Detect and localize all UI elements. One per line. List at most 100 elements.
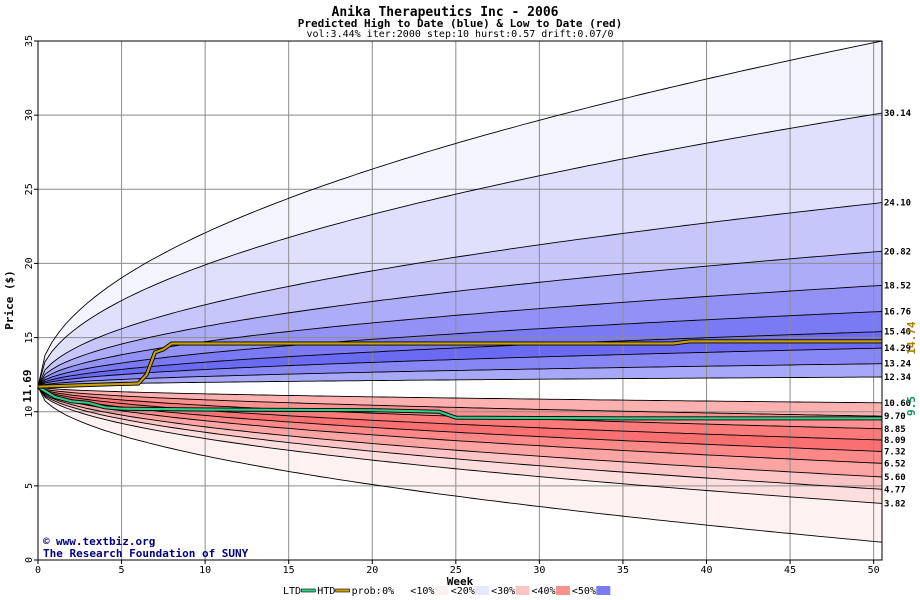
percentile-end-label: 8.09 — [884, 436, 906, 446]
x-tick-label: 0 — [35, 565, 41, 576]
percentile-end-label: 14.29 — [884, 344, 911, 354]
x-axis-ticks: 0 5 10 15 20 25 30 35 40 45 50 — [35, 560, 880, 576]
legend-prob-label: prob: — [352, 586, 382, 597]
start-price-label: 11.69 — [21, 369, 34, 402]
x-tick-label: 10 — [199, 565, 211, 576]
high-percentile-curve — [37, 363, 883, 388]
legend-prob-swatch — [596, 586, 611, 595]
legend-ltd-label: LTD — [283, 586, 301, 597]
percentile-end-label: 13.24 — [884, 360, 912, 370]
high-band — [38, 363, 882, 387]
low-percentile-curve — [37, 386, 883, 543]
legend-prob-item: <50% — [572, 586, 596, 597]
ltd-line — [37, 385, 882, 420]
ltd-end-label: 9.5 — [905, 396, 918, 416]
y-tick-label: 30 — [24, 109, 35, 121]
credit-url: www.textbiz.org — [56, 535, 155, 548]
y-tick-label: 15 — [24, 332, 35, 344]
copyright-icon: © — [43, 535, 50, 548]
percentile-end-label: 7.32 — [884, 448, 906, 458]
y-tick-label: 10 — [24, 406, 35, 418]
low-percentile-curve — [37, 386, 883, 478]
x-tick-label: 40 — [700, 565, 712, 576]
high-percentile-curve — [37, 311, 883, 388]
high-percentile-curve — [37, 202, 883, 387]
htd-line — [37, 340, 882, 388]
percentile-end-label: 16.76 — [884, 308, 911, 318]
low-band — [38, 386, 882, 543]
high-percentile-curve — [37, 376, 883, 388]
percentile-end-label: 4.77 — [884, 485, 906, 495]
y-axis-label: Price ($) — [3, 270, 16, 330]
high-band — [38, 251, 882, 387]
legend-prob-item: <30% — [491, 586, 515, 597]
legend-prob-item: <40% — [532, 586, 556, 597]
probability-bands — [38, 41, 882, 560]
y-axis-ticks: 0 5 10 15 20 25 30 35 — [24, 35, 38, 563]
credit-org: The Research Foundation of SUNY — [43, 547, 249, 560]
low-percentile-curve — [37, 386, 883, 417]
legend-htd-label: HTD — [317, 586, 335, 597]
low-band — [38, 386, 882, 417]
high-band — [38, 348, 882, 387]
chart-subtitle: Predicted High to Date (blue) & Low to D… — [298, 17, 623, 30]
percentile-end-label: 10.60 — [884, 399, 911, 409]
percentile-end-label: 15.40 — [884, 328, 911, 338]
low-percentile-curve — [37, 386, 883, 452]
legend-prob-item: <20% — [451, 586, 475, 597]
percentile-end-label: 20.82 — [884, 247, 911, 257]
price-paths — [36, 339, 882, 421]
low-band — [38, 386, 882, 464]
htd-end-label: 14.74 — [905, 321, 918, 354]
high-percentile-curve — [37, 331, 883, 388]
low-percentile-curve — [37, 386, 883, 464]
chart-params: vol:3.44% iter:2000 step:10 hurst:0.57 d… — [306, 29, 613, 40]
low-band — [38, 386, 882, 490]
high-percentile-curve — [37, 112, 883, 387]
legend-prob-swatch — [394, 586, 409, 595]
x-axis-label: Week — [447, 575, 474, 588]
high-band — [38, 41, 882, 387]
percentile-end-label: 6.52 — [884, 459, 906, 469]
high-band — [38, 113, 882, 387]
x-tick-label: 45 — [784, 565, 796, 576]
high-band — [38, 285, 882, 387]
low-band — [38, 386, 882, 504]
percentile-curves — [37, 40, 883, 543]
legend-prob-swatch — [434, 586, 449, 595]
legend-prob-item: 0% — [382, 586, 394, 597]
y-tick-label: 0 — [24, 557, 35, 563]
legend-prob-item: <10% — [410, 586, 434, 597]
high-percentile-curve — [37, 347, 883, 388]
x-tick-label: 30 — [533, 565, 545, 576]
low-percentile-curve — [37, 386, 883, 490]
percentile-end-label: 9.70 — [884, 412, 906, 422]
legend-prob-swatch — [515, 586, 530, 595]
y-tick-label: 20 — [24, 257, 35, 269]
legend-ltd-swatch — [300, 588, 316, 593]
percentile-end-label: 12.34 — [884, 373, 912, 383]
x-tick-label: 15 — [283, 565, 295, 576]
percentile-end-label: 5.60 — [884, 473, 906, 483]
median-band — [38, 377, 882, 403]
x-tick-label: 35 — [617, 565, 629, 576]
low-band — [38, 386, 882, 452]
percentile-end-label: 30.14 — [884, 109, 912, 119]
x-tick-label: 50 — [868, 565, 880, 576]
chart-title: Anika Therapeutics Inc - 2006 — [332, 5, 559, 20]
low-band — [38, 386, 882, 440]
percentile-end-label: 18.52 — [884, 281, 911, 291]
right-edge-labels: 30.14 24.10 20.82 18.52 16.76 15.40 14.29 13.24… — [884, 109, 912, 509]
high-percentile-curve — [37, 40, 883, 387]
high-band — [38, 202, 882, 387]
percentile-end-label: 3.82 — [884, 499, 906, 509]
y-tick-label: 35 — [24, 35, 35, 47]
legend: LTD HTD prob: 0% <10% <20% <30% <40% <50% — [283, 586, 611, 597]
legend-htd-swatch — [335, 588, 350, 593]
legend-prob-swatch — [475, 586, 490, 595]
plot-frame — [37, 40, 883, 561]
low-percentile-curve — [37, 386, 883, 504]
x-tick-label: 25 — [450, 565, 462, 576]
y-tick-label: 5 — [24, 483, 35, 489]
